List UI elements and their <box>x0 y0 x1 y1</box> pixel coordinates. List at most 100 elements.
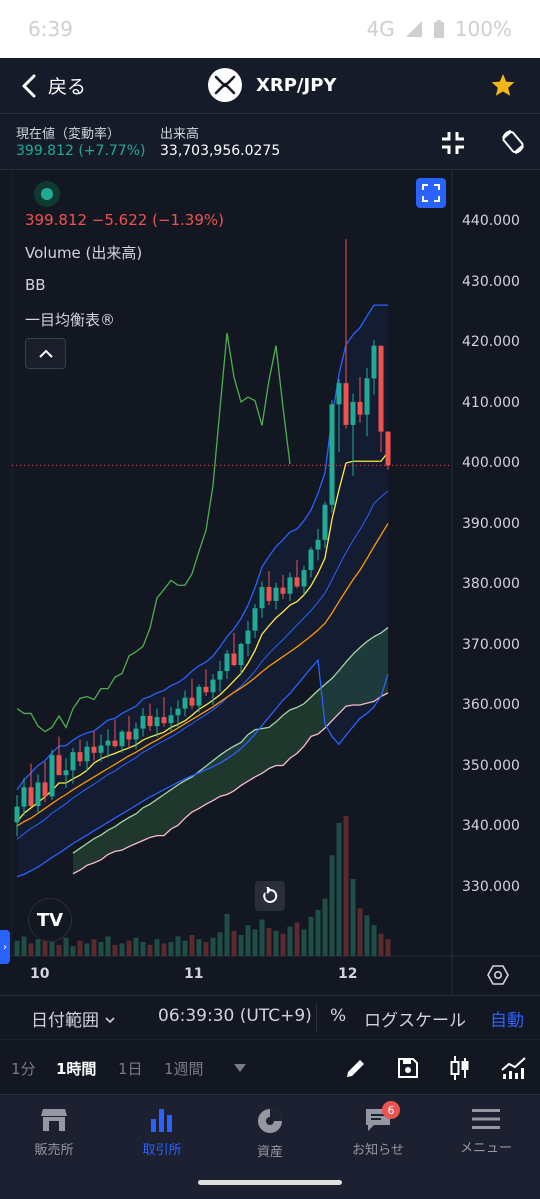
price-axis-label: 420.000 <box>462 334 520 351</box>
volume-bar <box>385 939 391 956</box>
candle-body <box>28 787 34 806</box>
nav-notifications[interactable]: 6 お知らせ <box>324 1095 432 1165</box>
drawing-toolbar-toggle[interactable]: › <box>0 930 10 964</box>
ichimoku-cloud-segment <box>115 821 122 852</box>
candle <box>126 715 132 748</box>
candle-body <box>112 740 118 747</box>
volume-bar <box>259 919 265 956</box>
legend-ichimoku[interactable]: 一目均衡表® <box>25 311 116 329</box>
save-layout-button[interactable] <box>394 1054 422 1082</box>
chart-type-button[interactable] <box>446 1054 474 1082</box>
auto-scale-toggle[interactable]: 自動 <box>490 1011 524 1031</box>
candle <box>287 572 293 601</box>
volume-bar <box>294 922 300 956</box>
candle-body <box>259 587 265 609</box>
ichimoku-span-a-line <box>72 627 389 854</box>
ichimoku-cloud-segment <box>360 641 367 705</box>
volume-bar <box>224 914 230 956</box>
back-button[interactable]: 戻る <box>20 72 86 99</box>
nav-shop[interactable]: 販売所 <box>0 1095 108 1165</box>
candle <box>343 239 349 429</box>
range-divider <box>316 1004 317 1032</box>
ichimoku-cloud-segment <box>185 776 192 819</box>
candle <box>252 603 258 638</box>
candlestick-icon <box>450 1056 469 1080</box>
market-status-dot <box>34 181 60 207</box>
interval-1w[interactable]: 1週間 <box>164 1060 204 1078</box>
volume-bar <box>77 940 83 956</box>
candle <box>189 678 195 710</box>
reset-chart-button[interactable] <box>255 881 285 911</box>
volume-bar <box>266 928 272 956</box>
date-range-dropdown[interactable]: 日付範囲 <box>31 1006 116 1031</box>
ichimoku-cloud-segment <box>80 843 87 871</box>
candle-body <box>203 686 209 693</box>
volume-bar <box>350 879 356 956</box>
candle-body <box>217 671 223 680</box>
battery-label: 100% <box>454 17 512 41</box>
candle-body <box>21 787 27 807</box>
ichimoku-cloud-segment <box>318 684 325 735</box>
volume-bar <box>63 937 69 956</box>
nav-exchange[interactable]: 取引所 <box>108 1095 216 1165</box>
current-time-label[interactable]: 06:39:30 (UTC+9) <box>158 1006 312 1026</box>
log-scale-toggle[interactable]: ログスケール <box>364 1011 466 1031</box>
ichimoku-cloud-segment <box>248 729 255 782</box>
ichimoku-cloud-segment <box>262 727 269 774</box>
legend-volume[interactable]: Volume (出来高) <box>25 244 143 262</box>
interval-1m[interactable]: 1分 <box>11 1060 36 1078</box>
price-chart[interactable]: 399.812 −5.622 (−1.39%) Volume (出来高) BB … <box>0 170 540 995</box>
screenshot-button[interactable] <box>416 178 446 208</box>
price-value: 399.812 (+7.77%) <box>16 143 146 159</box>
candle <box>49 749 55 800</box>
home-indicator[interactable] <box>198 1180 342 1185</box>
candle-body <box>308 549 314 571</box>
candle <box>350 393 356 476</box>
legend-collapse-button[interactable] <box>25 338 66 369</box>
interval-more-button[interactable] <box>226 1054 254 1082</box>
candle-body <box>84 746 90 762</box>
ichimoku-cloud-segment <box>297 703 304 754</box>
time-axis-label: 12 <box>338 966 358 982</box>
nav-menu[interactable]: メニュー <box>432 1095 540 1165</box>
volume-bar <box>315 909 321 956</box>
draw-tool-button[interactable] <box>342 1054 370 1082</box>
favorite-star-icon[interactable] <box>490 72 516 98</box>
candlestick-chart[interactable] <box>0 170 540 995</box>
candle-body <box>147 715 153 727</box>
reset-icon <box>263 887 278 903</box>
volume-bar <box>14 940 20 956</box>
chart-settings-button[interactable] <box>485 962 511 988</box>
candle-body <box>35 782 41 806</box>
pencil-icon <box>347 1060 364 1077</box>
candle <box>266 571 272 606</box>
candle-body <box>14 806 20 823</box>
ichimoku-cloud-segment <box>290 707 297 759</box>
chevron-left-icon <box>22 74 36 97</box>
candle-body <box>126 731 132 740</box>
pair-name: XRP/JPY <box>256 74 337 96</box>
tradingview-logo[interactable]: TV <box>28 898 72 942</box>
volume-bar <box>126 940 132 956</box>
indicators-button[interactable] <box>500 1054 528 1082</box>
rotate-screen-button[interactable] <box>497 126 529 158</box>
percent-toggle[interactable]: % <box>330 1006 347 1026</box>
time-axis-label: 10 <box>30 966 50 982</box>
price-axis-label: 400.000 <box>462 455 520 472</box>
interval-1h[interactable]: 1時間 <box>56 1060 97 1078</box>
candle <box>147 703 153 731</box>
fullscreen-exit-button[interactable] <box>438 128 468 158</box>
candle <box>217 660 223 692</box>
volume-bar <box>217 932 223 956</box>
interval-1d[interactable]: 1日 <box>118 1060 143 1078</box>
candle-body <box>189 697 195 706</box>
legend-bb[interactable]: BB <box>25 276 46 294</box>
candle-body <box>161 717 167 724</box>
ichimoku-cloud-segment <box>94 835 101 863</box>
candle <box>42 761 48 803</box>
candle-body <box>336 383 342 405</box>
volume-bar <box>35 939 41 956</box>
nav-assets[interactable]: 資産 <box>216 1095 324 1165</box>
candle-body <box>98 745 104 753</box>
candle <box>175 700 181 728</box>
